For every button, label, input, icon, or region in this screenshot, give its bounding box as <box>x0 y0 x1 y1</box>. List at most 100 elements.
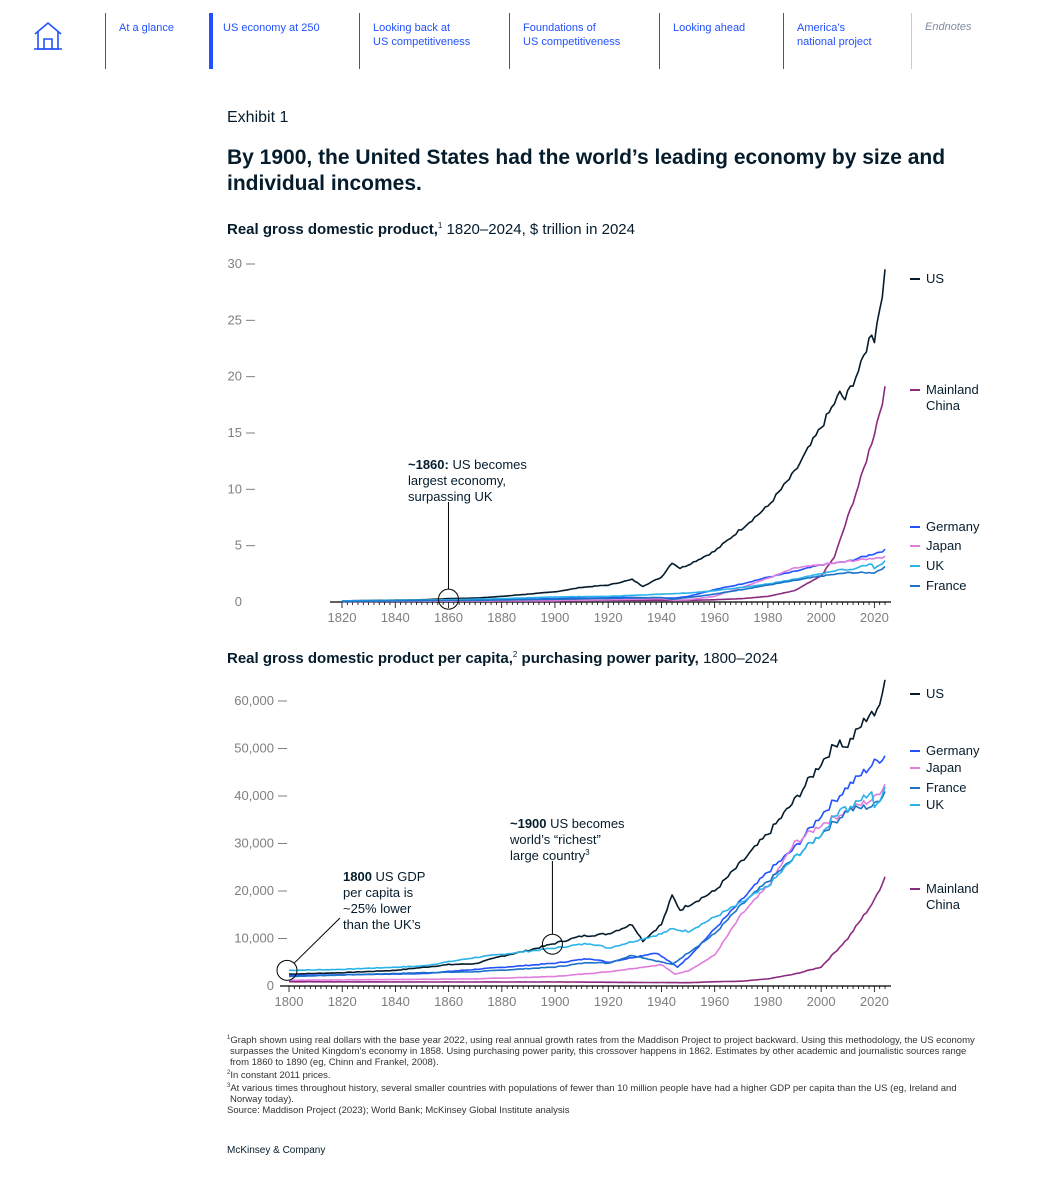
nav-label: At a glance <box>119 22 175 34</box>
chart1-title-sup: 1 <box>437 221 443 230</box>
x-tick-label: 1900 <box>540 610 569 625</box>
nav-label: US economy at 250 <box>223 22 320 34</box>
annotation-circle <box>437 588 459 610</box>
annotation-text-line-3: surpassing UK <box>408 489 493 504</box>
y-tick-label: 10 <box>228 481 242 496</box>
chart2-title: Real gross domestic product per capita,2… <box>227 650 778 667</box>
x-tick-label: 1940 <box>647 994 676 1009</box>
y-tick-label: 10,000 <box>234 931 274 946</box>
nav-label: national project <box>797 36 872 48</box>
chart1-title: Real gross domestic product,1 1820–2024,… <box>227 221 635 238</box>
nav-national-project[interactable]: America's national project <box>783 13 908 69</box>
x-tick-label: 2020 <box>860 994 889 1009</box>
series-line-uk <box>341 560 886 602</box>
annotation-text-line-2: per capita is <box>343 885 414 900</box>
nav-label: US competitiveness <box>523 36 621 48</box>
chart1-title-bold: Real gross domestic product, <box>227 221 438 238</box>
footnote-2: 2In constant 2011 prices. <box>227 1068 987 1081</box>
legend-label-germany: Germany <box>926 743 980 758</box>
nav-looking-ahead[interactable]: Looking ahead <box>659 13 779 69</box>
nav-label: Endnotes <box>925 21 972 33</box>
annotation-text-line-2: largest economy, <box>408 473 506 488</box>
series-line-mainland-china <box>289 876 886 984</box>
nav-label: Looking ahead <box>673 22 746 34</box>
brand-footer: McKinsey & Company <box>227 1145 326 1156</box>
footnote-sup: 2 <box>227 1070 231 1077</box>
legend-label-us: US <box>926 271 944 286</box>
legend-label-mainland-china: China <box>926 897 961 912</box>
legend-label-uk: UK <box>926 558 944 573</box>
x-tick-label: 1880 <box>487 994 516 1009</box>
nav-us-economy-at-250[interactable]: US economy at 250 <box>209 13 354 69</box>
footnote-text: At various times throughout history, sev… <box>230 1083 957 1106</box>
annotation-text-line-3: large country3 <box>510 848 590 863</box>
footnote-sup: 1 <box>227 1035 231 1041</box>
y-tick-label: 30 <box>228 256 242 271</box>
y-tick-label: 30,000 <box>234 836 274 851</box>
footnote-1: 1Graph shown using real dollars with the… <box>227 1033 987 1068</box>
nav-label: America's <box>797 22 845 34</box>
annotation-text-line-4: than the UK’s <box>343 917 421 932</box>
chart2-title-bold2: purchasing power parity, <box>517 650 699 667</box>
legend-label-uk: UK <box>926 797 944 812</box>
nav-endnotes[interactable]: Endnotes <box>911 13 1011 69</box>
series-line-japan <box>289 783 886 982</box>
x-tick-label: 1920 <box>594 994 623 1009</box>
legend-label-france: France <box>926 578 966 593</box>
nav-foundations[interactable]: Foundations of US competitiveness <box>509 13 654 69</box>
x-tick-label: 2020 <box>860 610 889 625</box>
x-tick-label: 1860 <box>434 610 463 625</box>
annotation-text-line-1: 1800 US GDP <box>343 869 425 884</box>
x-tick-label: 1980 <box>753 994 782 1009</box>
legend-label-france: France <box>926 780 966 795</box>
home-icon[interactable] <box>32 20 64 52</box>
x-tick-label: 1820 <box>328 610 357 625</box>
nav-label: US competitiveness <box>373 36 471 48</box>
annotation-text-line-1: ~1860: US becomes <box>408 457 527 472</box>
series-line-uk <box>288 786 886 972</box>
legend-label-japan: Japan <box>926 760 961 775</box>
chart2-title-bold: Real gross domestic product per capita, <box>227 650 513 667</box>
annotation-text-line-3: ~25% lower <box>343 901 412 916</box>
series-line-us <box>341 269 886 602</box>
x-tick-label: 1940 <box>647 610 676 625</box>
nav-at-a-glance[interactable]: At a glance <box>105 13 205 69</box>
x-tick-label: 1980 <box>753 610 782 625</box>
x-tick-label: 2000 <box>807 994 836 1009</box>
chart2-title-rest: 1800–2024 <box>698 650 779 667</box>
annotation-text-line-1: ~1900 US becomes <box>510 816 625 831</box>
x-tick-label: 1880 <box>487 610 516 625</box>
source-note: Source: Maddison Project (2023); World B… <box>227 1105 987 1116</box>
x-tick-label: 1900 <box>541 994 570 1009</box>
y-tick-label: 50,000 <box>234 741 274 756</box>
y-tick-label: 5 <box>235 538 242 553</box>
exhibit-label: Exhibit 1 <box>227 109 289 126</box>
x-tick-label: 1840 <box>381 610 410 625</box>
series-line-germany <box>288 755 886 977</box>
x-tick-label: 1860 <box>434 994 463 1009</box>
gdp-chart: 0 5 10 15 20 25 30 1820 1840 1860 1880 1900 1920 1940… <box>228 256 980 625</box>
series-line-germany <box>342 548 886 603</box>
x-tick-label: 1920 <box>594 610 623 625</box>
footnote-text: In constant 2011 prices. <box>230 1070 331 1082</box>
x-tick-label: 1960 <box>700 994 729 1009</box>
legend-label-germany: Germany <box>926 519 980 534</box>
y-tick-label: 20,000 <box>234 883 274 898</box>
y-tick-label: 40,000 <box>234 788 274 803</box>
x-tick-label: 1800 <box>275 994 304 1009</box>
top-navigation: At a glance US economy at 250 Looking ba… <box>0 0 1042 80</box>
nav-looking-back[interactable]: Looking back at US competitiveness <box>359 13 504 69</box>
footnote-sup: 3 <box>227 1083 231 1090</box>
x-tick-label: 1820 <box>328 994 357 1009</box>
footnote-3: 3At various times throughout history, se… <box>227 1081 987 1105</box>
series-line-france <box>288 791 886 978</box>
annotation-leader-line <box>293 917 341 964</box>
y-tick-label: 0 <box>235 594 242 609</box>
annotation-circle <box>276 959 298 981</box>
headline: By 1900, the United States had the world… <box>227 146 946 195</box>
series-line-france <box>342 565 886 603</box>
annotation-text-line-2: world’s “richest” <box>509 832 601 847</box>
legend-label-mainland-china: Mainland <box>926 382 979 397</box>
source-text: Source: Maddison Project (2023); World B… <box>227 1105 570 1117</box>
x-tick-label: 1960 <box>700 610 729 625</box>
